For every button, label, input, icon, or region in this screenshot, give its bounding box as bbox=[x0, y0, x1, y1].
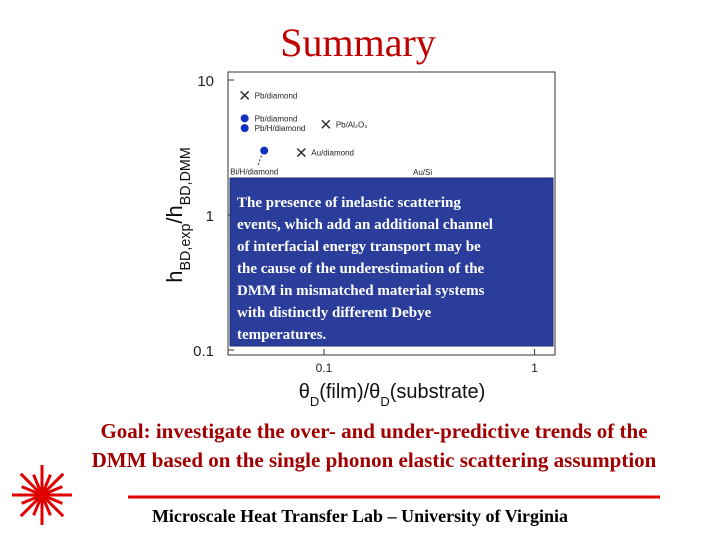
axis-label-part: (film)/θ bbox=[319, 381, 380, 403]
point-label: Au/diamond bbox=[311, 149, 354, 158]
logo bbox=[12, 465, 72, 525]
overlay-text: events, which add an additional channel bbox=[237, 217, 493, 233]
logo-ray bbox=[40, 493, 65, 518]
x-tick-label: 0.1 bbox=[316, 361, 333, 375]
axis-label-part: (substrate) bbox=[390, 381, 486, 403]
plot-frame bbox=[227, 71, 556, 356]
x-marker bbox=[296, 148, 306, 158]
overlay-text: DMM in mismatched material systems bbox=[237, 283, 485, 299]
overlay-box bbox=[229, 177, 554, 347]
x-marker bbox=[321, 119, 331, 129]
axis-label-part: BD,DMM bbox=[178, 147, 194, 205]
logo-ray bbox=[40, 472, 65, 497]
point-label: Pb/Al₂O₃ bbox=[336, 120, 368, 129]
overlay-text: the cause of the underestimation of the bbox=[237, 261, 485, 277]
annotation: Au/Si bbox=[413, 168, 432, 177]
x-marker bbox=[240, 90, 250, 100]
y-tick-label: 1 bbox=[206, 208, 214, 225]
dot-marker bbox=[240, 114, 249, 123]
x-tick-label: 1 bbox=[531, 361, 538, 375]
axis-label-part: D bbox=[310, 394, 319, 409]
y-axis-label: hBD,exp/hBD,DMM bbox=[162, 147, 194, 282]
annotation-arrow bbox=[257, 153, 263, 166]
axis-label-part: /h bbox=[162, 205, 187, 223]
goal-text: Goal: investigate the over- and under-pr… bbox=[100, 419, 647, 443]
axis-label-part: BD,exp bbox=[178, 224, 194, 271]
point-label: Pb/diamond bbox=[255, 114, 298, 123]
y-tick-label: 10 bbox=[197, 73, 214, 90]
overlay-text: The presence of inelastic scattering bbox=[237, 195, 461, 211]
overlay-text: of interfacial energy transport may be bbox=[237, 239, 481, 255]
x-axis-label: θD(film)/θD(substrate) bbox=[299, 381, 486, 409]
overlay-text: with distinctly different Debye bbox=[237, 305, 432, 321]
y-tick-label: 0.1 bbox=[193, 343, 214, 360]
axis-label-part: D bbox=[380, 394, 389, 409]
logo-ray bbox=[41, 485, 63, 497]
footer: Microscale Heat Transfer Lab – Universit… bbox=[152, 506, 568, 526]
dot-marker bbox=[260, 146, 269, 155]
axis-label-part: θ bbox=[299, 381, 310, 403]
slide-title: Summary bbox=[280, 20, 436, 65]
logo-ray bbox=[19, 472, 44, 497]
dot-marker bbox=[240, 124, 249, 133]
goal-text: DMM based on the single phonon elastic s… bbox=[92, 448, 657, 472]
axis-label-part: h bbox=[162, 270, 187, 282]
logo-ray bbox=[19, 493, 44, 518]
point-label: Pb/H/diamond bbox=[255, 124, 306, 133]
point-label: Pb/diamond bbox=[255, 91, 298, 100]
overlay-text: temperatures. bbox=[237, 327, 327, 343]
point-label: Bi/H/diamond bbox=[230, 168, 278, 177]
